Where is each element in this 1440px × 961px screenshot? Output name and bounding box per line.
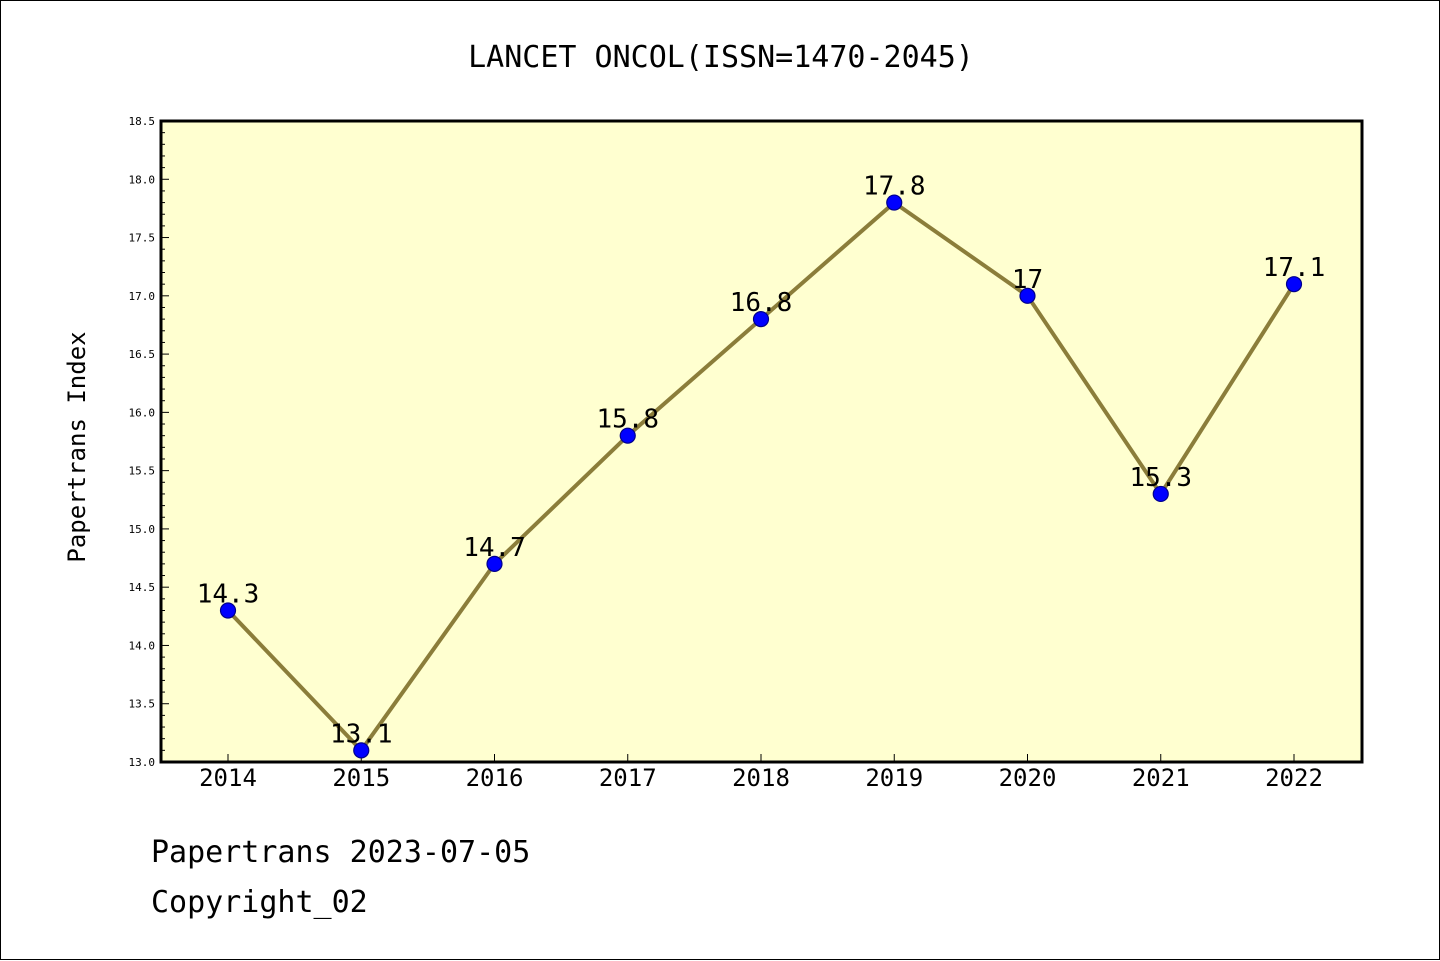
y-tick-label: 18.0: [129, 173, 156, 186]
footer-date-text: Papertrans 2023-07-05: [151, 835, 531, 870]
x-tick-label: 2018: [732, 764, 790, 792]
plot-area: [159, 119, 1364, 764]
y-tick-label: 15.5: [129, 465, 156, 478]
y-tick-label: 17.0: [129, 290, 156, 303]
y-axis-label: Papertrans Index: [63, 331, 91, 562]
data-point-marker: [886, 194, 903, 211]
x-tick-label: 2014: [199, 764, 257, 792]
x-tick-label: 2016: [466, 764, 524, 792]
data-point-marker: [619, 427, 636, 444]
x-tick-label: 2022: [1265, 764, 1323, 792]
data-label: 14.7: [463, 533, 526, 563]
data-points: 14.3 13.1 14.7 15.8 16.8 17.8 17 15.3 17.1: [197, 172, 1326, 759]
footer-copyright-text: Copyright_02: [151, 885, 368, 920]
data-label: 17: [1012, 265, 1043, 295]
y-tick-label: 14.0: [129, 639, 156, 652]
y-tick-label: 15.0: [129, 523, 156, 536]
x-tick-label: 2019: [865, 764, 923, 792]
data-label: 15.8: [596, 405, 659, 435]
x-axis: 2014 2015 2016 2017 2018 2019 2020 2021 2022: [199, 754, 1323, 792]
data-label: 14.3: [197, 579, 260, 609]
data-point-marker: [353, 742, 370, 759]
data-point-marker: [1285, 276, 1303, 293]
data-point-marker: [1152, 485, 1169, 503]
data-point-marker: [219, 602, 237, 619]
data-label: 17.1: [1263, 253, 1326, 283]
y-tick-label: 17.5: [129, 232, 156, 245]
y-tick-label: 16.5: [129, 348, 156, 361]
data-label: 16.8: [730, 288, 793, 318]
y-tick-label: 18.5: [129, 115, 156, 128]
y-tick-label: 13.0: [129, 756, 156, 769]
x-tick-label: 2017: [599, 764, 657, 792]
data-point-marker: [486, 555, 503, 572]
data-point-marker: [752, 311, 770, 328]
y-tick-label: 14.5: [129, 581, 156, 594]
x-tick-label: 2015: [332, 764, 390, 792]
x-tick-label: 2020: [999, 764, 1057, 792]
data-label: 13.1: [330, 719, 393, 749]
data-point-marker: [1019, 287, 1036, 304]
y-tick-label: 13.5: [129, 698, 156, 711]
y-axis: 13.0 13.5 14.0 14.5 15.0 15.5 16.0 16.5 17.0 17.5…: [129, 115, 169, 769]
data-label: 15.3: [1129, 463, 1192, 493]
chart-title: LANCET ONCOL(ISSN=1470-2045): [468, 40, 974, 75]
x-tick-label: 2021: [1132, 764, 1190, 792]
y-tick-label: 16.0: [129, 406, 156, 419]
data-label: 17.8: [863, 172, 926, 202]
